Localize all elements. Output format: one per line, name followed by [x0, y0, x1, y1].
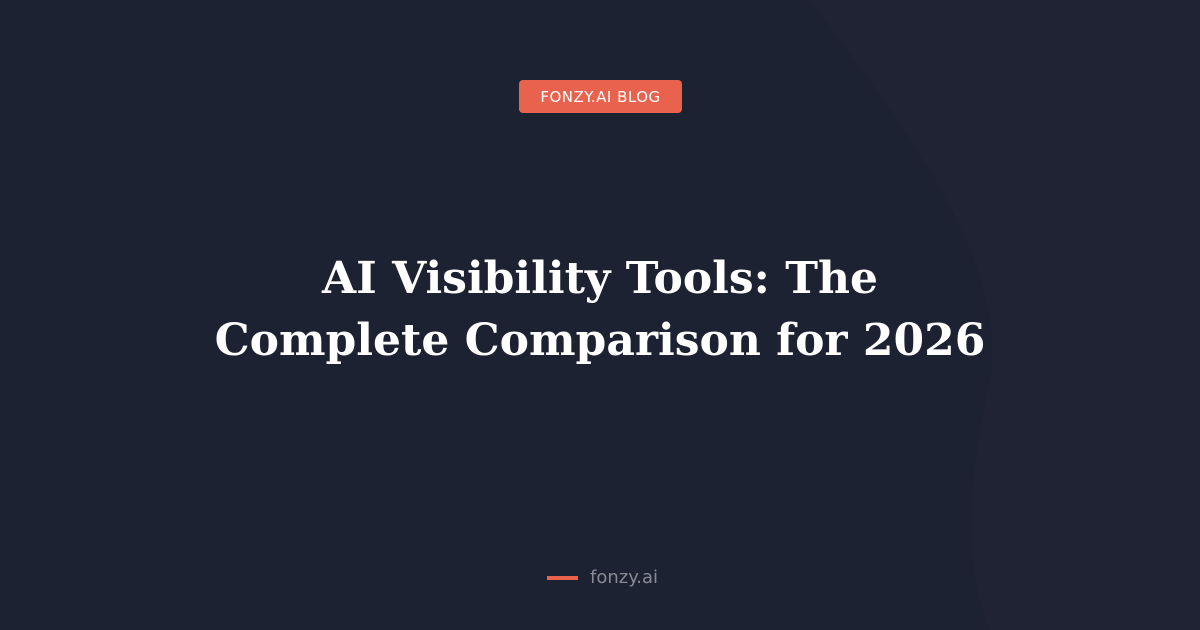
- footer: fonzy.ai: [547, 567, 658, 588]
- accent-divider: [547, 575, 578, 580]
- blog-badge: FONZY.AI BLOG: [519, 80, 682, 113]
- site-name: fonzy.ai: [590, 567, 659, 588]
- page-title: AI Visibility Tools: The Complete Compar…: [214, 253, 986, 366]
